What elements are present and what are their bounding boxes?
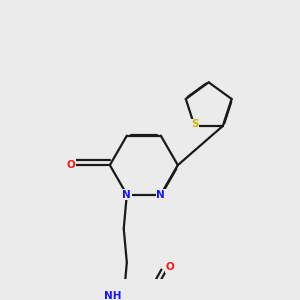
Text: S: S bbox=[191, 119, 198, 129]
Text: O: O bbox=[166, 262, 175, 272]
Text: NH: NH bbox=[104, 292, 122, 300]
Text: N: N bbox=[122, 190, 131, 200]
Text: N: N bbox=[156, 190, 165, 200]
Text: O: O bbox=[67, 160, 76, 170]
